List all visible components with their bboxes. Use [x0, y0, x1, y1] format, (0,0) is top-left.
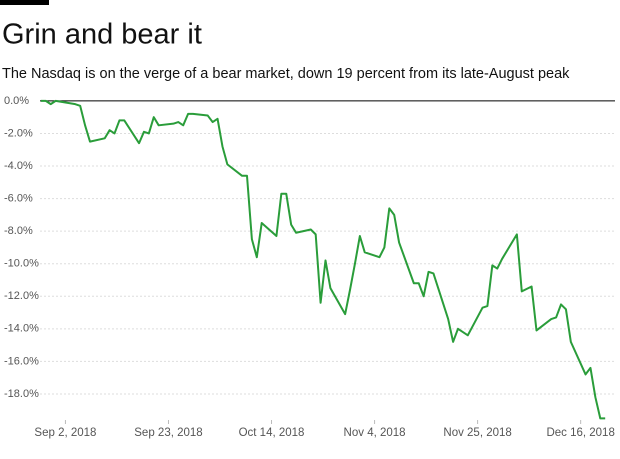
y-tick-label: -12.0% — [4, 290, 39, 302]
y-tick-label: -8.0% — [4, 225, 33, 237]
chart-subtitle: The Nasdaq is on the verge of a bear mar… — [2, 66, 570, 82]
chart-title: Grin and bear it — [2, 19, 202, 51]
x-tick-label: Oct 14, 2018 — [239, 427, 305, 439]
x-tick-label: Nov 4, 2018 — [344, 427, 406, 439]
x-tick-label: Nov 25, 2018 — [443, 427, 511, 439]
y-tick-label: -10.0% — [4, 258, 39, 270]
x-tick-label: Sep 2, 2018 — [34, 427, 96, 439]
brand-bar — [0, 0, 49, 5]
x-tick-label: Sep 23, 2018 — [134, 427, 202, 439]
y-tick-label: 0.0% — [4, 95, 29, 107]
y-tick-label: -14.0% — [4, 323, 39, 335]
y-tick-label: -16.0% — [4, 355, 39, 367]
y-tick-label: -2.0% — [4, 127, 33, 139]
y-tick-label: -4.0% — [4, 160, 33, 172]
x-tick-label: Dec 16, 2018 — [546, 427, 614, 439]
y-tick-label: -6.0% — [4, 192, 33, 204]
line — [40, 99, 606, 420]
y-tick-label: -18.0% — [4, 388, 39, 400]
